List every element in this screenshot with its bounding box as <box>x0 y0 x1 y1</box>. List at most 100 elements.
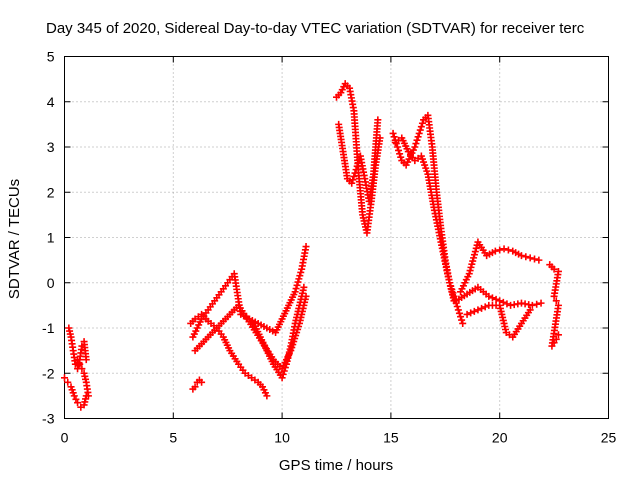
data-point <box>528 301 536 309</box>
data-point <box>537 299 545 307</box>
data-point <box>412 140 420 148</box>
y-tick-label: 4 <box>47 94 55 110</box>
x-tick-label: 15 <box>383 430 399 446</box>
data-point <box>198 378 206 386</box>
data-point <box>535 256 543 264</box>
grid <box>64 56 609 419</box>
data-point <box>351 169 359 177</box>
data-point <box>76 360 84 368</box>
data-point <box>454 306 462 314</box>
data-point <box>463 310 471 318</box>
x-tick-label: 20 <box>492 430 508 446</box>
data-point <box>279 370 287 378</box>
y-tick-label: 3 <box>47 139 55 155</box>
data-point <box>348 179 356 187</box>
data-point <box>395 146 403 154</box>
x-tick-label: 5 <box>169 430 177 446</box>
data-point <box>64 378 72 386</box>
data-point <box>416 126 424 134</box>
data-point <box>263 392 271 400</box>
data-point <box>469 257 477 265</box>
data-point <box>84 392 92 400</box>
axis-ticks: 0 5 10 15 20 25 -3 -2 -1 0 1 2 3 4 5 <box>42 49 616 446</box>
data-point <box>458 316 466 324</box>
data-point <box>389 129 397 137</box>
data-point <box>297 268 305 276</box>
data-point <box>74 356 82 364</box>
y-tick-label: -2 <box>42 365 55 381</box>
data-point <box>191 383 199 391</box>
chart-title: Day 345 of 2020, Sidereal Day-to-day VTE… <box>46 20 585 37</box>
data-point <box>74 399 82 407</box>
y-tick-label: 0 <box>47 275 55 291</box>
data-point <box>415 129 423 137</box>
data-point <box>350 172 358 180</box>
data-point <box>554 331 562 339</box>
y-tick-label: -1 <box>42 320 55 336</box>
y-axis-label: SDTVAR / TECUs <box>6 179 23 299</box>
data-point <box>474 306 482 314</box>
data-point <box>478 304 486 312</box>
data-point <box>296 272 304 280</box>
x-tick-label: 25 <box>601 430 617 446</box>
data-point <box>411 143 419 151</box>
data-point <box>503 300 511 308</box>
data-point <box>468 260 476 268</box>
data-point <box>470 307 478 315</box>
data-point <box>496 246 504 254</box>
data-point <box>414 133 422 141</box>
data-point <box>455 309 463 317</box>
data-points <box>61 80 562 411</box>
data-point <box>504 246 512 254</box>
data-point <box>291 288 299 296</box>
data-point <box>278 374 286 382</box>
data-point <box>485 292 493 300</box>
data-point <box>491 247 499 255</box>
data-point <box>78 365 86 373</box>
data-point <box>472 244 480 252</box>
data-point <box>61 374 68 382</box>
x-axis-label: GPS time / hours <box>279 457 393 474</box>
x-tick-label: 0 <box>61 430 69 446</box>
data-point <box>552 335 560 343</box>
data-point <box>499 298 507 306</box>
data-point <box>465 270 473 278</box>
data-point <box>526 306 534 314</box>
data-point <box>72 395 80 403</box>
data-point <box>281 364 289 372</box>
data-point <box>470 254 478 262</box>
y-tick-label: 5 <box>47 49 55 65</box>
data-point <box>500 245 508 253</box>
data-point <box>294 278 302 286</box>
data-point <box>390 133 398 141</box>
data-point <box>550 265 558 273</box>
data-point <box>470 251 478 259</box>
data-point <box>352 166 360 174</box>
data-point <box>374 116 382 124</box>
data-point <box>413 136 421 144</box>
data-point <box>457 313 465 321</box>
data-point <box>552 297 560 305</box>
y-tick-label: -3 <box>42 411 55 427</box>
data-point <box>295 275 303 283</box>
data-point <box>517 252 525 260</box>
data-point <box>396 150 404 158</box>
data-point <box>280 367 288 375</box>
data-point <box>466 267 474 275</box>
data-point <box>467 263 475 271</box>
data-point <box>418 119 426 127</box>
data-point <box>531 255 539 263</box>
data-point <box>526 254 534 262</box>
plot-frame <box>64 56 609 419</box>
data-point <box>300 283 308 291</box>
data-point <box>349 176 357 184</box>
data-point <box>481 303 489 311</box>
data-point <box>488 294 496 302</box>
data-point <box>453 303 461 311</box>
data-point <box>467 309 475 317</box>
data-point <box>550 292 558 300</box>
data-point <box>459 319 467 327</box>
data-point <box>492 295 500 303</box>
data-point <box>82 356 90 364</box>
